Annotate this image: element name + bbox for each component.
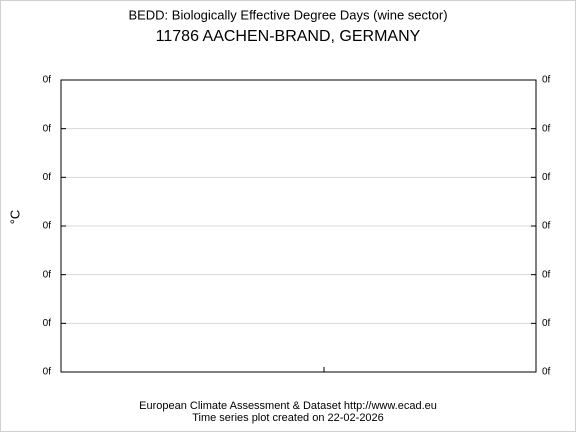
- chart-subtitle: 11786 AACHEN-BRAND, GERMANY: [156, 28, 421, 45]
- y-tick-label: 0f: [542, 123, 551, 134]
- y-tick-label: 0f: [43, 75, 52, 86]
- y-tick-label: 0f: [43, 318, 52, 329]
- y-tick-label: 0f: [542, 221, 551, 232]
- y-axis-label: °C: [7, 210, 22, 225]
- y-tick-label: 0f: [542, 367, 551, 378]
- y-tick-label: 0f: [542, 318, 551, 329]
- y-tick-label: 0f: [43, 221, 52, 232]
- chart-title: BEDD: Biologically Effective Degree Days…: [128, 7, 447, 22]
- y-tick-label: 0f: [542, 75, 551, 86]
- footer-line: Time series plot created on 22-02-2026: [192, 412, 384, 424]
- y-tick-label: 0f: [542, 172, 551, 183]
- y-tick-label: 0f: [43, 367, 52, 378]
- y-tick-label: 0f: [43, 269, 52, 280]
- y-tick-label: 0f: [43, 172, 52, 183]
- y-tick-label: 0f: [43, 123, 52, 134]
- y-tick-label: 0f: [542, 269, 551, 280]
- footer-line: European Climate Assessment & Dataset ht…: [139, 400, 437, 412]
